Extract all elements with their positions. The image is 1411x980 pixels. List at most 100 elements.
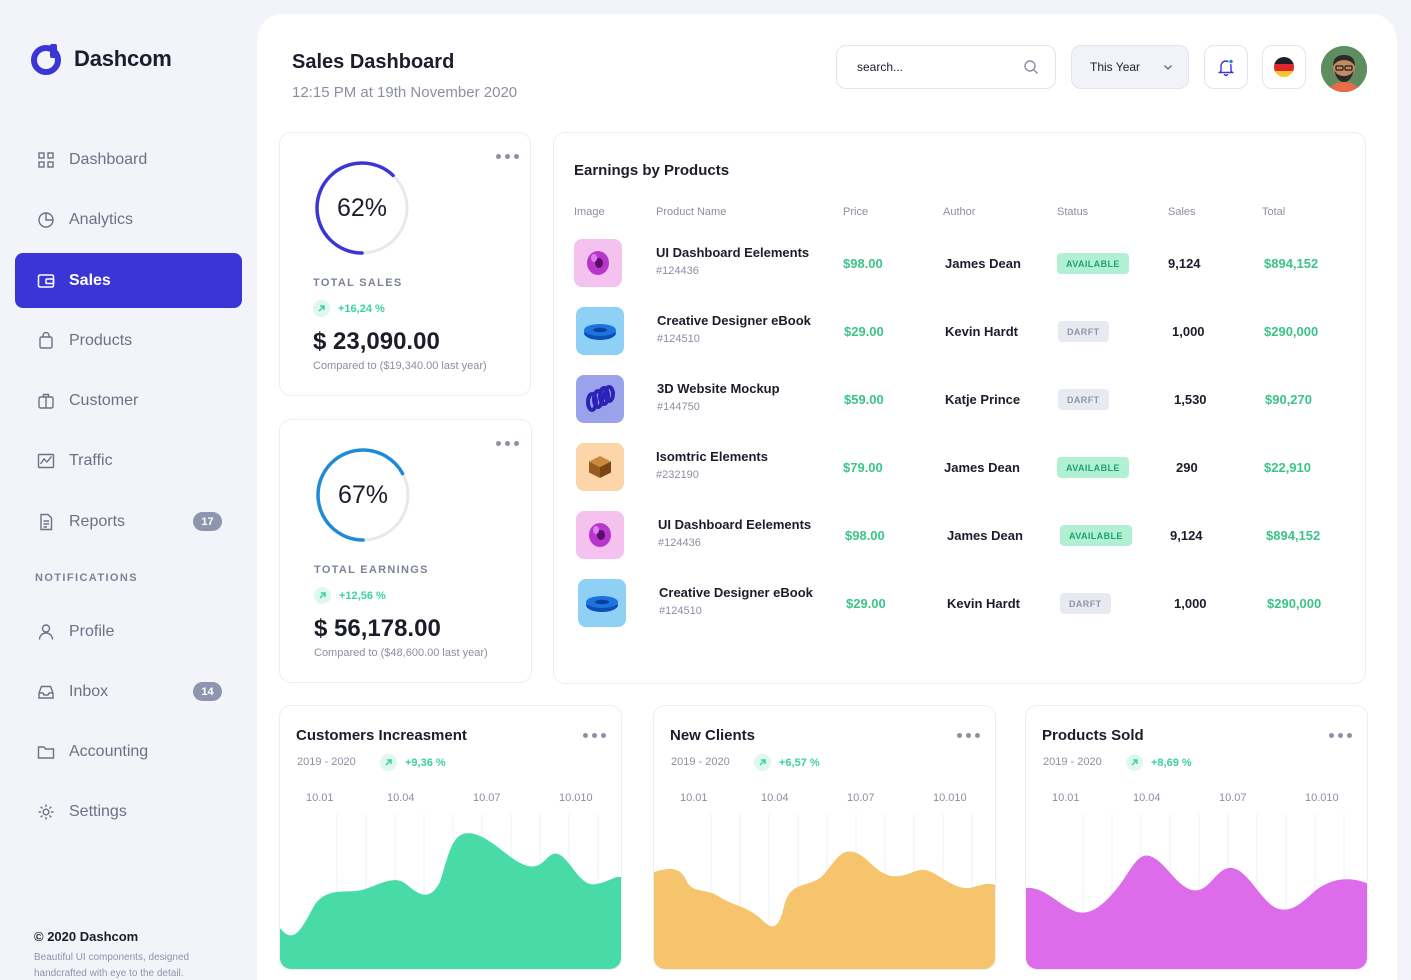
- x-tick-label: 10.01: [1052, 792, 1080, 804]
- sidebar-item-label: Settings: [69, 802, 127, 820]
- chart-change-value: +8,69 %: [1151, 756, 1192, 769]
- arrow-up-right-icon: [314, 587, 331, 604]
- more-options-icon[interactable]: [496, 154, 519, 159]
- x-tick-label: 10.04: [387, 792, 415, 804]
- sidebar-item-label: Products: [69, 331, 133, 349]
- sidebar-item-customer[interactable]: Customer: [15, 373, 242, 428]
- table-row[interactable]: UI Dashboard Eelements #124436 $98.00 Ja…: [554, 231, 1366, 299]
- more-options-icon[interactable]: [957, 733, 980, 738]
- product-total: $894,152: [1264, 256, 1319, 271]
- earnings-by-products-card: Earnings by Products Image Product Name …: [553, 132, 1366, 684]
- sidebar-item-traffic[interactable]: Traffic: [15, 433, 242, 488]
- product-id: #124510: [659, 605, 702, 617]
- sidebar-item-accounting[interactable]: Accounting: [15, 724, 242, 779]
- user-icon: [38, 623, 54, 640]
- blue-disc-icon: [584, 324, 616, 340]
- new-clients-card: New Clients 2019 - 2020 +6,57 % 10.01 10…: [653, 705, 996, 970]
- total-earnings-change: +12,56 %: [314, 587, 386, 604]
- total-sales-card: 62% TOTAL SALES +16,24 % $ 23,090.00 Com…: [279, 132, 531, 396]
- x-tick-label: 10.04: [761, 792, 789, 804]
- product-id: #124436: [656, 265, 699, 277]
- notifications-button[interactable]: [1204, 45, 1248, 89]
- product-price: $98.00: [845, 528, 885, 543]
- brand-name: Dashcom: [74, 46, 172, 71]
- total-sales-change-value: +16,24 %: [338, 302, 385, 315]
- chart-change: +9,36 %: [380, 754, 446, 771]
- status-badge: DARFT: [1058, 389, 1109, 410]
- total-earnings-label: TOTAL EARNINGS: [314, 564, 429, 576]
- total-sales-percent: 62%: [336, 193, 388, 222]
- product-name: Isomtric Elements: [656, 449, 768, 464]
- more-options-icon[interactable]: [496, 441, 519, 446]
- period-select[interactable]: This Year: [1071, 45, 1189, 89]
- product-price: $98.00: [843, 256, 883, 271]
- table-row[interactable]: Creative Designer eBook #124510 $29.00 K…: [554, 571, 1366, 639]
- table-row[interactable]: Isomtric Elements #232190 $79.00 James D…: [554, 435, 1366, 503]
- product-name: Creative Designer eBook: [659, 585, 813, 600]
- column-header-product-name: Product Name: [656, 206, 727, 218]
- blue-disc-icon: [586, 596, 618, 612]
- sidebar-item-label: Accounting: [69, 742, 149, 760]
- status-badge: DARFT: [1060, 593, 1111, 614]
- earnings-table-title: Earnings by Products: [574, 162, 730, 179]
- table-row[interactable]: UI Dashboard Eelements #124436 $98.00 Ja…: [554, 503, 1366, 571]
- sidebar-item-analytics[interactable]: Analytics: [15, 192, 242, 247]
- pink-torus-icon: [589, 523, 611, 547]
- customers-area-fill: [280, 833, 621, 969]
- x-tick-label: 10.07: [847, 792, 875, 804]
- product-total: $290,000: [1264, 324, 1319, 339]
- product-sales: 1,530: [1174, 392, 1207, 407]
- brand-logo[interactable]: Dashcom: [30, 43, 172, 75]
- sidebar-item-label: Profile: [69, 622, 115, 640]
- customers-area-chart: [280, 814, 621, 969]
- sidebar-item-reports[interactable]: Reports 17: [15, 494, 242, 549]
- sidebar-item-sales[interactable]: Sales: [15, 253, 242, 308]
- user-avatar[interactable]: [1321, 46, 1367, 92]
- product-thumbnail: [576, 307, 624, 355]
- product-author: Katje Prince: [945, 392, 1021, 407]
- more-options-icon[interactable]: [1329, 733, 1352, 738]
- language-button[interactable]: [1262, 45, 1306, 89]
- product-thumbnail: [576, 443, 624, 491]
- more-options-icon[interactable]: [583, 733, 606, 738]
- product-sales: 9,124: [1170, 528, 1203, 543]
- products-sold-area-fill: [1026, 855, 1367, 969]
- product-name: Creative Designer eBook: [657, 313, 811, 328]
- products-sold-area-chart: [1026, 814, 1367, 969]
- table-row[interactable]: Creative Designer eBook #124510 $29.00 K…: [554, 299, 1366, 367]
- status-badge: AVAILABLE: [1057, 457, 1129, 478]
- new-clients-area-chart: [654, 814, 995, 969]
- sidebar-item-label: Dashboard: [69, 150, 148, 168]
- inbox-count-badge: 14: [193, 682, 222, 701]
- total-sales-value: $ 23,090.00: [313, 328, 440, 355]
- sidebar-item-inbox[interactable]: Inbox 14: [15, 664, 242, 719]
- shopping-bag-icon: [39, 331, 53, 349]
- footer-description: Beautiful UI components, designed handcr…: [34, 952, 190, 979]
- product-sales: 9,124: [1168, 256, 1201, 271]
- search-input[interactable]: [857, 60, 1007, 74]
- product-total: $22,910: [1264, 460, 1311, 475]
- table-row[interactable]: 3D Website Mockup #144750 $59.00 Katje P…: [554, 367, 1366, 435]
- sidebar-item-profile[interactable]: Profile: [15, 604, 242, 659]
- sidebar-item-dashboard[interactable]: Dashboard: [15, 132, 242, 187]
- page-timestamp: 12:15 PM at 19th November 2020: [292, 84, 518, 101]
- search-icon[interactable]: [1023, 59, 1039, 75]
- column-header-total: Total: [1262, 206, 1286, 218]
- product-sales: 1,000: [1174, 596, 1207, 611]
- total-sales-change: +16,24 %: [313, 300, 385, 317]
- arrow-up-right-icon: [380, 754, 397, 771]
- chart-change-value: +6,57 %: [779, 756, 820, 769]
- search-box[interactable]: [836, 45, 1056, 89]
- chart-title: New Clients: [670, 727, 756, 744]
- sidebar-item-products[interactable]: Products: [15, 313, 242, 368]
- product-author: Kevin Hardt: [947, 596, 1020, 611]
- arrow-up-right-icon: [1126, 754, 1143, 771]
- orange-cube-icon: [589, 456, 611, 478]
- product-id: #144750: [657, 401, 700, 413]
- line-chart-icon: [37, 453, 55, 468]
- total-sales-compare: Compared to ($19,340.00 last year): [313, 360, 487, 372]
- page-title: Sales Dashboard: [292, 51, 455, 73]
- total-sales-label: TOTAL SALES: [313, 277, 403, 289]
- sidebar-item-settings[interactable]: Settings: [15, 784, 242, 839]
- grid-icon: [38, 151, 54, 168]
